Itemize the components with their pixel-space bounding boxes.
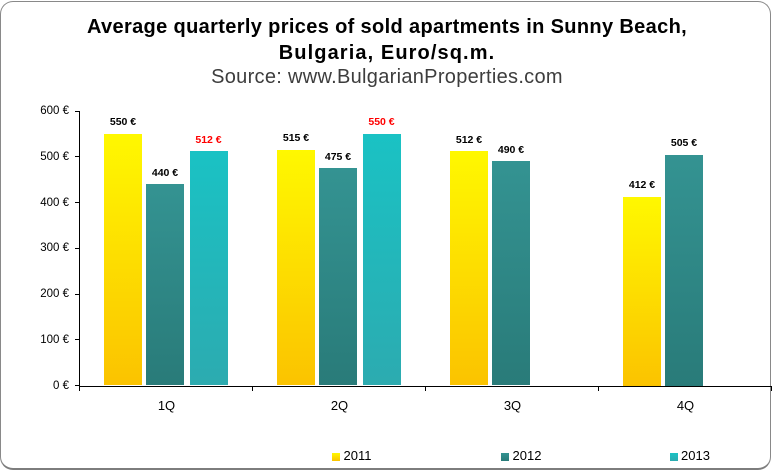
legend-label-2013: 2013 bbox=[681, 448, 710, 463]
bar-label-2013-1Q: 512 € bbox=[195, 133, 222, 146]
legend-swatch-2012 bbox=[501, 452, 509, 461]
y-axis-label: 500 € bbox=[40, 150, 69, 163]
x-axis-tick bbox=[598, 386, 599, 391]
bar-2012-1Q bbox=[146, 184, 184, 386]
bar-2011-3Q bbox=[450, 151, 488, 386]
y-axis-tick bbox=[75, 339, 80, 341]
y-axis-label: 200 € bbox=[40, 288, 69, 301]
bar-label-2011-4Q: 412 € bbox=[628, 179, 656, 192]
x-axis-tick bbox=[771, 386, 772, 391]
bar-label-2012-3Q: 490 € bbox=[497, 143, 525, 156]
chart-source: Source: www.BulgarianProperties.com bbox=[211, 66, 563, 88]
x-axis-label: 4Q bbox=[676, 398, 695, 413]
y-axis-label: 0 € bbox=[53, 379, 69, 392]
x-axis-label: 1Q bbox=[157, 398, 176, 413]
bar-2012-3Q bbox=[492, 161, 530, 386]
bar-2013-2Q bbox=[362, 133, 401, 386]
bar-label-2012-1Q: 440 € bbox=[151, 166, 179, 179]
legend-label-2011: 2011 bbox=[343, 448, 372, 463]
x-axis-label: 2Q bbox=[330, 398, 349, 413]
y-axis-tick bbox=[75, 110, 80, 112]
bar-label-2011-2Q: 515 € bbox=[282, 132, 310, 145]
y-axis-tick bbox=[75, 247, 80, 249]
x-axis-tick bbox=[252, 386, 253, 391]
bar-label-2012-2Q: 475 € bbox=[324, 150, 352, 163]
y-axis-tick bbox=[75, 293, 80, 295]
y-axis-label: 600 € bbox=[40, 105, 69, 118]
y-axis-label: 300 € bbox=[40, 242, 69, 255]
x-axis-label: 3Q bbox=[503, 398, 522, 413]
bar-2012-2Q bbox=[319, 168, 357, 386]
chart-title: Average quarterly prices of sold apartme… bbox=[0, 14, 774, 66]
bar-2011-2Q bbox=[277, 149, 315, 386]
bar-2013-1Q bbox=[189, 151, 228, 386]
y-axis-label: 400 € bbox=[40, 196, 69, 209]
legend-swatch-2011 bbox=[332, 452, 340, 461]
bar-2011-1Q bbox=[104, 133, 142, 386]
chart-title-line1: Average quarterly prices of sold apartme… bbox=[86, 16, 688, 38]
x-axis-tick bbox=[425, 386, 426, 391]
y-axis-line bbox=[79, 111, 80, 391]
bar-label-2011-3Q: 512 € bbox=[455, 133, 483, 146]
legend-swatch-2013 bbox=[669, 452, 678, 461]
bar-label-2013-2Q: 550 € bbox=[368, 116, 395, 129]
bar-2012-4Q bbox=[665, 154, 703, 386]
chart-title-line2: Bulgaria, Euro/sq.m. bbox=[278, 42, 496, 64]
bar-2011-4Q bbox=[623, 197, 661, 386]
y-axis-tick bbox=[75, 202, 80, 203]
y-axis-tick bbox=[75, 156, 80, 158]
bar-label-2012-4Q: 505 € bbox=[670, 136, 698, 149]
y-axis-tick bbox=[75, 385, 80, 386]
bar-label-2011-1Q: 550 € bbox=[109, 116, 137, 129]
y-axis-label: 100 € bbox=[40, 333, 69, 346]
legend-label-2012: 2012 bbox=[512, 448, 542, 463]
